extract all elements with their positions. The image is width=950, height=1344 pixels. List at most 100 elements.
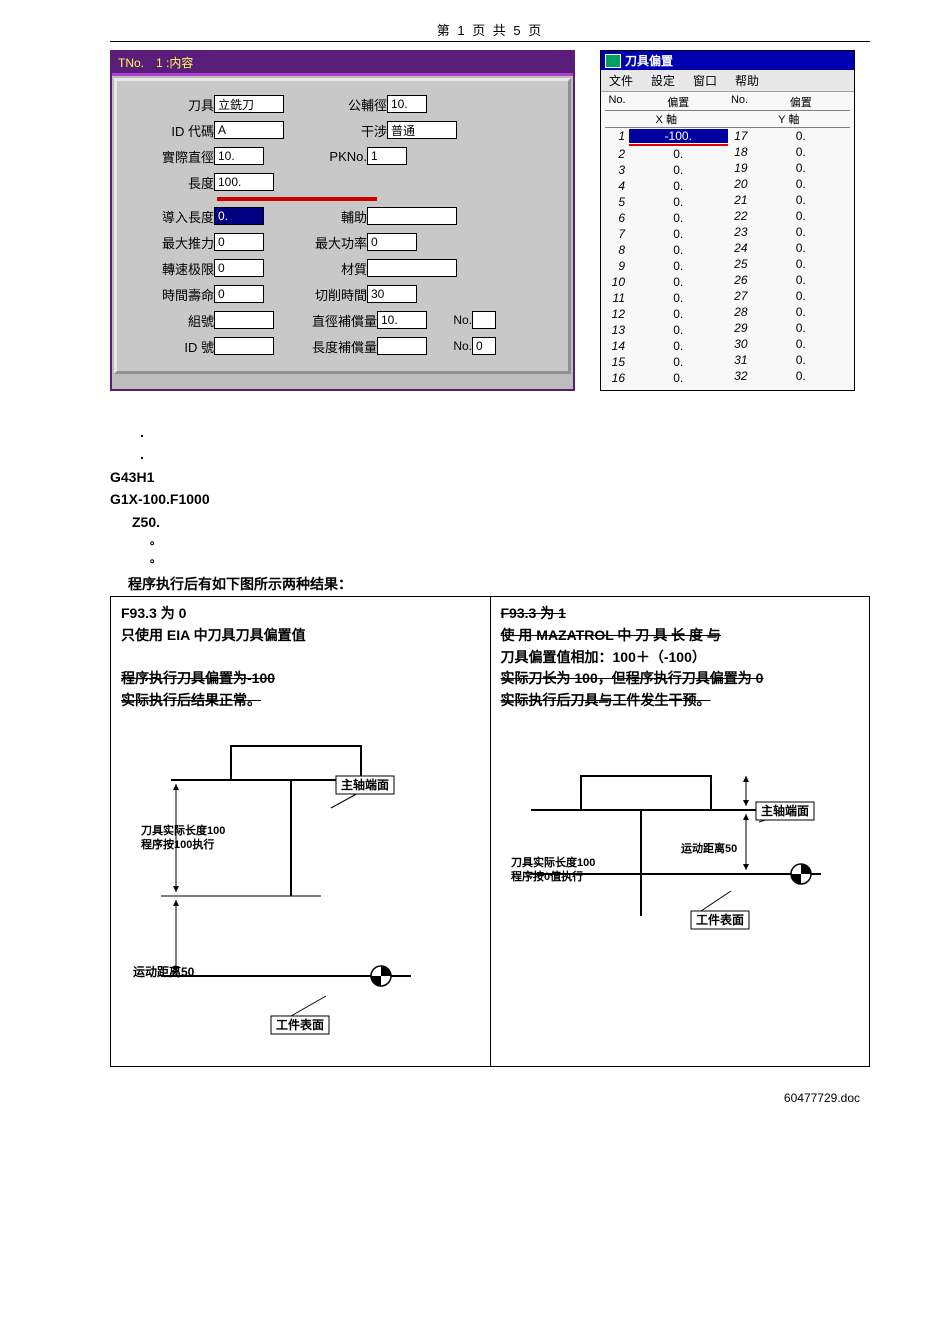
program-line: 。 [150, 551, 870, 569]
program-line: . [140, 421, 870, 443]
offset-row: 160. [605, 370, 728, 386]
field-input[interactable]: 普通 [387, 121, 457, 139]
tool-dialog-title: TNo. 1 :内容 [112, 52, 573, 76]
field-input[interactable]: 0 [214, 285, 264, 303]
offset-row: 80. [605, 242, 728, 258]
offset-row: 90. [605, 258, 728, 274]
offset-row: 200. [728, 176, 851, 192]
field-input[interactable]: 10. [387, 95, 427, 113]
field-label: 長度 [129, 173, 214, 192]
offset-row: 100. [605, 274, 728, 290]
compare-heading: F93.3 为 1 [501, 603, 862, 625]
offset-row: 20. [605, 146, 728, 162]
compare-intro: 程序执行后有如下图所示两种结果： [128, 574, 870, 594]
offset-row: 50. [605, 194, 728, 210]
svg-text:程序按100执行: 程序按100执行 [141, 837, 214, 851]
compare-line: 实际执行后结果正常。 [121, 690, 482, 712]
field-label: 刀具 [129, 95, 214, 114]
field-input[interactable]: A [214, 121, 284, 139]
program-line: Z50. [132, 511, 870, 533]
field-input[interactable]: 0 [367, 233, 417, 251]
field-label: 干涉 [302, 121, 387, 140]
diagram-right: 主轴端面刀具实际长度100程序按0值执行 运动距离50 工件表面 [501, 716, 862, 1056]
svg-text:主轴端面: 主轴端面 [761, 803, 809, 818]
field-label: ID 號 [129, 337, 214, 356]
offset-row: 190. [728, 160, 851, 176]
red-underline [217, 197, 377, 201]
offset-row: 310. [728, 352, 851, 368]
offset-row: 320. [728, 368, 851, 384]
field-input[interactable] [367, 207, 457, 225]
field-input[interactable]: 10. [214, 147, 264, 165]
offset-row: 1-100. [605, 128, 728, 144]
svg-text:工件表面: 工件表面 [276, 1017, 324, 1032]
field-label: 時間壽命 [129, 285, 214, 304]
no-input[interactable] [472, 311, 496, 329]
program-line: 。 [150, 533, 870, 551]
field-input[interactable]: 1 [367, 147, 407, 165]
field-input[interactable]: 30 [367, 285, 417, 303]
field-label: PKNo. [282, 149, 367, 164]
menu-item[interactable]: 設定 [651, 72, 675, 89]
field-input[interactable]: 0. [214, 207, 264, 225]
field-label: ID 代碼 [129, 121, 214, 140]
compare-line: 只使用 EIA 中刀具刀具偏置值 [121, 625, 482, 647]
tool-offset-window: 刀具偏置 文件設定窗口帮助 No.偏置X 軸1-100.20.30.40.50.… [600, 50, 855, 391]
offset-row: 220. [728, 208, 851, 224]
field-input[interactable]: 0 [214, 259, 264, 277]
field-label: 直徑補償量 [292, 311, 377, 330]
offset-row: 40. [605, 178, 728, 194]
offset-row: 300. [728, 336, 851, 352]
field-input[interactable] [214, 311, 274, 329]
field-input[interactable]: 100. [214, 173, 274, 191]
no-input[interactable]: 0 [472, 337, 496, 355]
svg-text:程序按0值执行: 程序按0值执行 [511, 869, 583, 883]
svg-text:运动距离50: 运动距离50 [681, 841, 737, 855]
offset-row: 130. [605, 322, 728, 338]
field-label: 實際直徑 [129, 147, 214, 166]
field-label: 最大推力 [129, 233, 214, 252]
offset-menubar: 文件 設定 窗口 帮助 [601, 70, 854, 92]
offset-row: 140. [605, 338, 728, 354]
offset-row: 150. [605, 354, 728, 370]
footer-filename: 60477729.doc [110, 1091, 870, 1105]
svg-text:主轴端面: 主轴端面 [341, 777, 389, 792]
compare-line: 程序执行刀具偏置为-100 [121, 668, 482, 690]
menu-item[interactable]: 文件 [609, 72, 633, 89]
svg-text:刀具实际长度100: 刀具实际长度100 [511, 855, 595, 869]
compare-right: F93.3 为 1使 用 MAZATROL 中 刀 具 长 度 与刀具偏置值相加… [490, 597, 870, 1065]
field-input[interactable]: 0 [214, 233, 264, 251]
field-label: 切削時間 [282, 285, 367, 304]
offset-title-text: 刀具偏置 [625, 52, 673, 69]
offset-row: 180. [728, 144, 851, 160]
offset-row: 270. [728, 288, 851, 304]
offset-row: 60. [605, 210, 728, 226]
field-label: 公輔徑 [302, 95, 387, 114]
field-input[interactable]: 立銑刀 [214, 95, 284, 113]
field-label: 材質 [282, 259, 367, 278]
offset-row: 110. [605, 290, 728, 306]
svg-text:工件表面: 工件表面 [696, 912, 744, 927]
compare-line: 刀具偏置值相加：100＋（-100） [501, 647, 862, 669]
compare-line: 使 用 MAZATROL 中 刀 具 长 度 与 [501, 625, 862, 647]
field-input[interactable] [214, 337, 274, 355]
compare-line: 实际刀长为 100，但程序执行刀具偏置为 0 [501, 668, 862, 690]
offset-window-icon [605, 54, 621, 68]
program-text: ..G43H1G1X-100.F1000Z50.。。 [110, 421, 870, 568]
menu-item[interactable]: 窗口 [693, 72, 717, 89]
offset-row: 170. [728, 128, 851, 144]
program-line: G1X-100.F1000 [110, 488, 870, 510]
offset-row: 120. [605, 306, 728, 322]
menu-item[interactable]: 帮助 [735, 72, 759, 89]
field-input[interactable] [367, 259, 457, 277]
compare-line [121, 647, 482, 669]
no-label: No. [427, 339, 472, 353]
field-label: 轉速极限 [129, 259, 214, 278]
tool-content-dialog: TNo. 1 :内容 刀具立銑刀公輔徑10.ID 代碼A干涉普通實際直徑10.P… [110, 50, 575, 391]
compare-table: F93.3 为 0只使用 EIA 中刀具刀具偏置值 程序执行刀具偏置为-100实… [110, 596, 870, 1066]
offset-titlebar: 刀具偏置 [601, 51, 854, 70]
field-input[interactable] [377, 337, 427, 355]
program-line: G43H1 [110, 466, 870, 488]
field-input[interactable]: 10. [377, 311, 427, 329]
offset-row: 250. [728, 256, 851, 272]
